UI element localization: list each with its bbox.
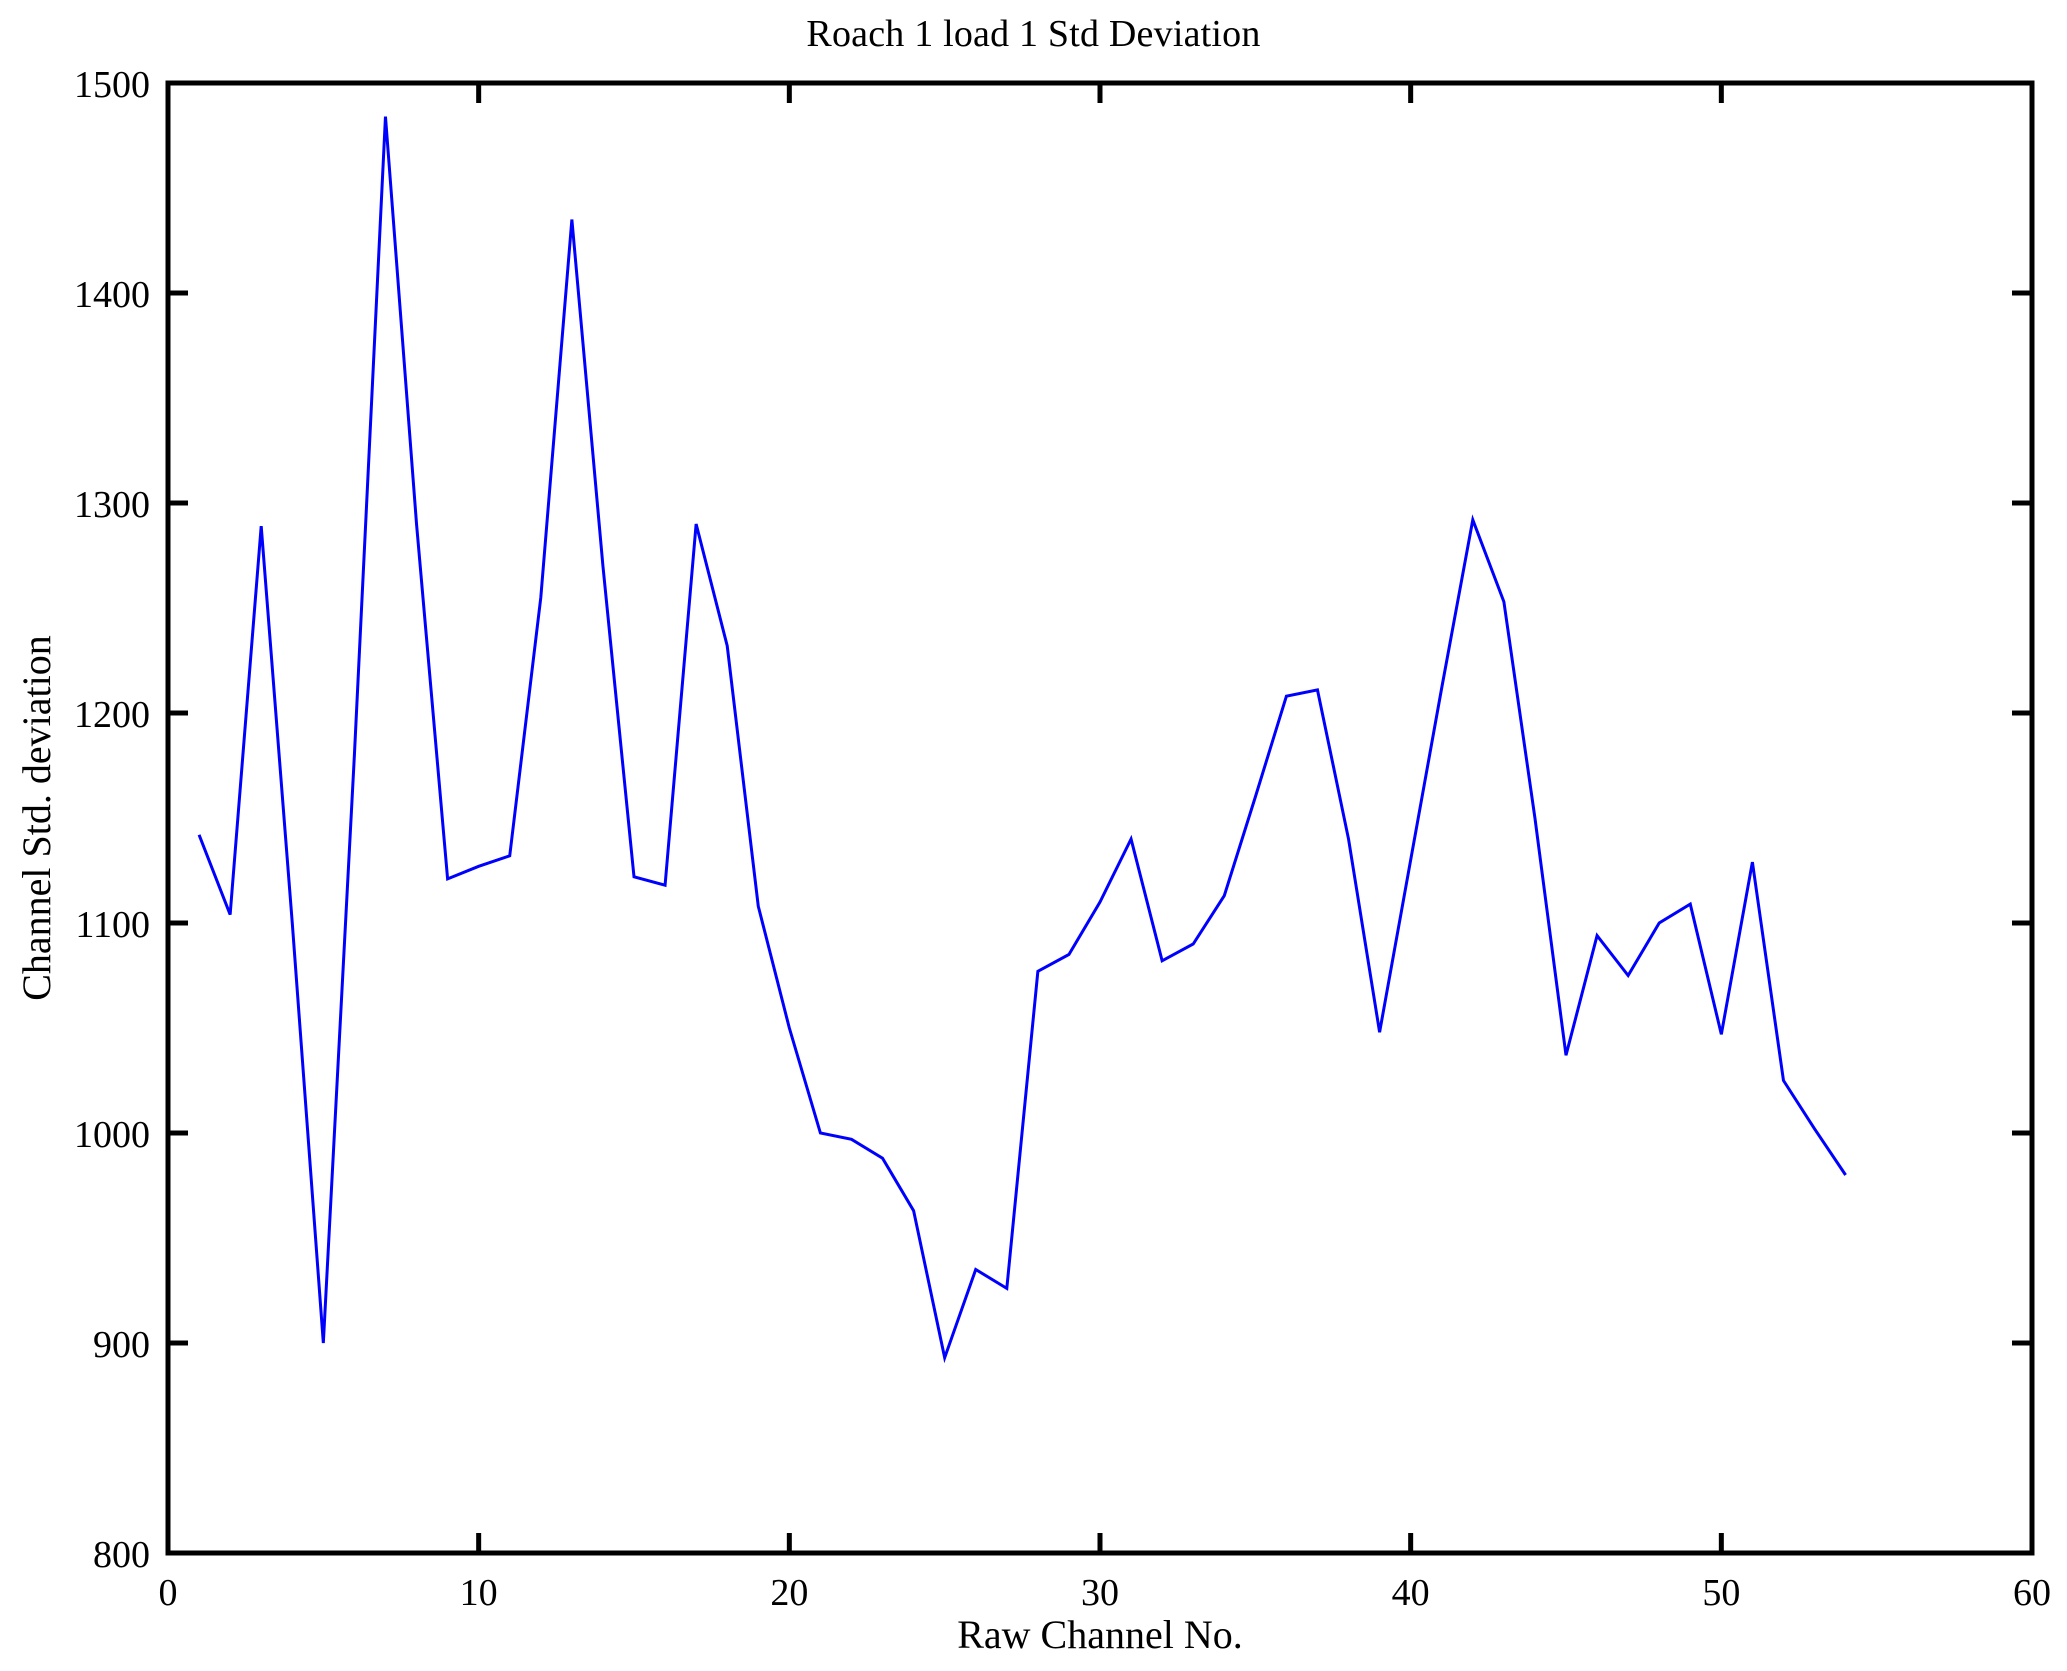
x-axis-ticks (476, 83, 1724, 1553)
x-axis-label: Raw Channel No. (957, 1612, 1243, 1657)
x-axis-tick-labels: 0 10 20 30 40 50 60 (159, 1572, 2052, 1614)
x-tick-label: 20 (770, 1572, 808, 1614)
page-title: Roach 1 load 1 Std Deviation (806, 13, 1261, 55)
data-line (197, 116, 1847, 1364)
y-tick-label: 900 (93, 1324, 150, 1366)
x-tick-label: 60 (2013, 1572, 2051, 1614)
y-tick-label: 1300 (74, 484, 150, 526)
y-tick-label: 1500 (74, 64, 150, 106)
plot-area-border (165, 80, 2035, 1556)
x-tick-label: 10 (460, 1572, 498, 1614)
x-tick-label: 0 (159, 1572, 178, 1614)
x-tick-label: 50 (1702, 1572, 1740, 1614)
axes-frame (165, 80, 2035, 1556)
y-axis-ticks (168, 290, 2032, 1346)
y-tick-label: 1200 (74, 694, 150, 736)
x-tick-label: 30 (1081, 1572, 1119, 1614)
y-tick-label: 1400 (74, 274, 150, 316)
x-tick-label: 40 (1392, 1572, 1430, 1614)
data-series-layer (197, 116, 1847, 1364)
y-axis-tick-labels: 800 900 1000 1100 1200 1300 1400 1500 (74, 64, 150, 1576)
y-tick-label: 800 (93, 1534, 150, 1576)
y-tick-label: 1100 (75, 904, 150, 946)
y-tick-label: 1000 (74, 1114, 150, 1156)
y-axis-label: Channel Std. deviation (14, 635, 59, 1001)
